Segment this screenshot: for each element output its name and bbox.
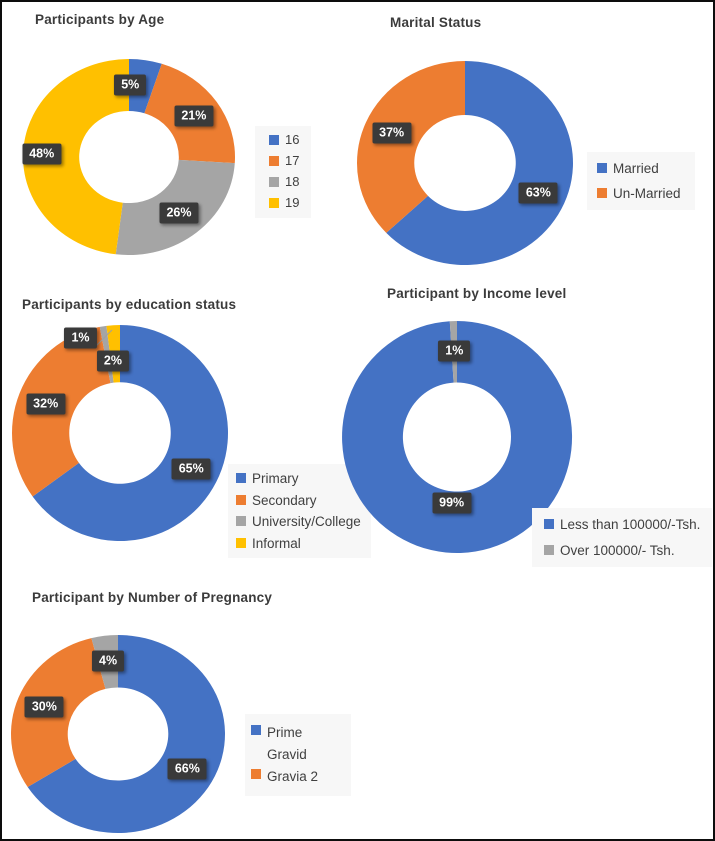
slice-16	[129, 59, 162, 114]
slice-17	[144, 63, 235, 164]
legend-label: 18	[285, 173, 300, 189]
data-label-gravia-2: 30%	[24, 696, 64, 718]
legend-label: Gravia 2	[267, 769, 319, 784]
chart-title: Participant by Income level	[387, 286, 567, 301]
data-label-less-than-100000-tsh: 99%	[432, 492, 472, 514]
donut-participant-by-number-of-pregnancy	[11, 635, 226, 833]
legend-swatch-icon	[269, 197, 279, 208]
legend-item-gravia-2: Gravia 2	[251, 766, 339, 788]
legend-label: Prime Gravid	[267, 725, 307, 762]
data-label-university-college: 1%	[64, 327, 97, 349]
data-label-un-married: 37%	[372, 122, 412, 144]
legend-label: 17	[285, 152, 300, 168]
legend-swatch-icon	[236, 494, 246, 505]
donut-participant-by-income-level	[342, 321, 573, 553]
legend-swatch-icon	[544, 519, 554, 529]
data-label-over-100000-tsh: 1%	[438, 340, 471, 362]
legend: Primary Secondary University/College Inform…	[228, 464, 371, 559]
slice-un-married	[357, 61, 465, 233]
data-label-prime-gravid: 66%	[167, 758, 207, 780]
legend-item-secondary: Secondary	[236, 492, 361, 510]
chart-title: Participants by Age	[35, 12, 165, 27]
legend-swatch-icon	[544, 544, 554, 555]
data-label-informal: 2%	[96, 350, 130, 372]
legend-swatch-icon	[236, 537, 246, 548]
legend: Prime Gravid Gravia 2	[245, 714, 351, 796]
legend-label: 16	[285, 132, 300, 147]
data-label-primary: 65%	[171, 458, 211, 480]
legend-swatch-icon	[251, 725, 261, 735]
legend-swatch-icon	[269, 135, 279, 145]
slice-19	[23, 59, 129, 255]
legend-label: Over 100000/- Tsh.	[560, 542, 675, 558]
legend-swatch-icon	[236, 516, 246, 527]
data-label-other: 4%	[92, 650, 125, 672]
donut-participants-by-age	[23, 59, 235, 255]
data-label-19: 48%	[22, 143, 62, 165]
legend-item-un-married: Un-Married	[597, 185, 681, 203]
slice-primary	[32, 325, 229, 541]
legend-swatch-icon	[597, 187, 607, 198]
legend-label: Less than 100000/-Tsh.	[560, 517, 701, 532]
chart-title: Marital Status	[390, 15, 482, 30]
legend-label: Un-Married	[613, 185, 681, 201]
legend-item-19: 19	[269, 195, 299, 212]
slice-informal	[106, 325, 120, 383]
slice-married	[386, 61, 574, 265]
donut-participants-by-education-status	[11, 325, 229, 541]
legend-item-married: Married	[597, 160, 681, 178]
data-label-18: 26%	[159, 202, 199, 224]
legend-label: University/College	[252, 514, 361, 530]
legend-label: Informal	[252, 535, 301, 551]
legend-item-over-100000-tsh: Over 100000/- Tsh.	[544, 542, 700, 560]
legend-swatch-icon	[597, 163, 607, 173]
slice-18	[115, 159, 235, 255]
legend-item-16: 16	[269, 132, 299, 149]
legend-swatch-icon	[269, 176, 279, 187]
data-label-17: 21%	[174, 105, 214, 127]
data-label-secondary: 32%	[26, 393, 66, 415]
slice-over-100000-tsh	[449, 321, 457, 383]
legend-label: Married	[613, 161, 659, 176]
legend-swatch-icon	[236, 473, 246, 483]
legend-item-less-than-100000-tsh: Less than 100000/-Tsh.	[544, 516, 700, 534]
data-label-16: 5%	[114, 74, 147, 96]
data-label-married: 63%	[518, 182, 558, 204]
legend-swatch-icon	[251, 769, 261, 779]
chart-title: Participant by Number of Pregnancy	[32, 590, 273, 605]
legend-label: 19	[285, 194, 300, 210]
legend-label: Secondary	[252, 492, 317, 508]
slice-university-college	[99, 325, 114, 384]
legend: Less than 100000/-Tsh. Over 100000/- Tsh.	[532, 508, 713, 568]
legend-item-informal: Informal	[236, 535, 361, 553]
legend-swatch-icon	[269, 155, 279, 166]
legend-item-18: 18	[269, 174, 299, 191]
slice-prime-gravid	[27, 635, 226, 833]
slice-other	[91, 635, 118, 689]
chart-title: Participants by education status	[22, 297, 237, 312]
slice-less-than-100000-tsh	[342, 321, 573, 553]
slice-secondary	[11, 326, 111, 497]
legend: Married Un-Married	[587, 152, 695, 211]
legend: 16 17 18 19	[255, 126, 312, 218]
legend-label: Primary	[252, 471, 299, 486]
legend-item-primary: Primary	[236, 470, 361, 488]
legend-item-17: 17	[269, 153, 299, 170]
donut-marital-status	[357, 61, 574, 265]
slice-gravia-2	[11, 638, 106, 788]
legend-item-prime-gravid: Prime Gravid	[251, 722, 339, 766]
legend-item-university-college: University/College	[236, 513, 361, 531]
